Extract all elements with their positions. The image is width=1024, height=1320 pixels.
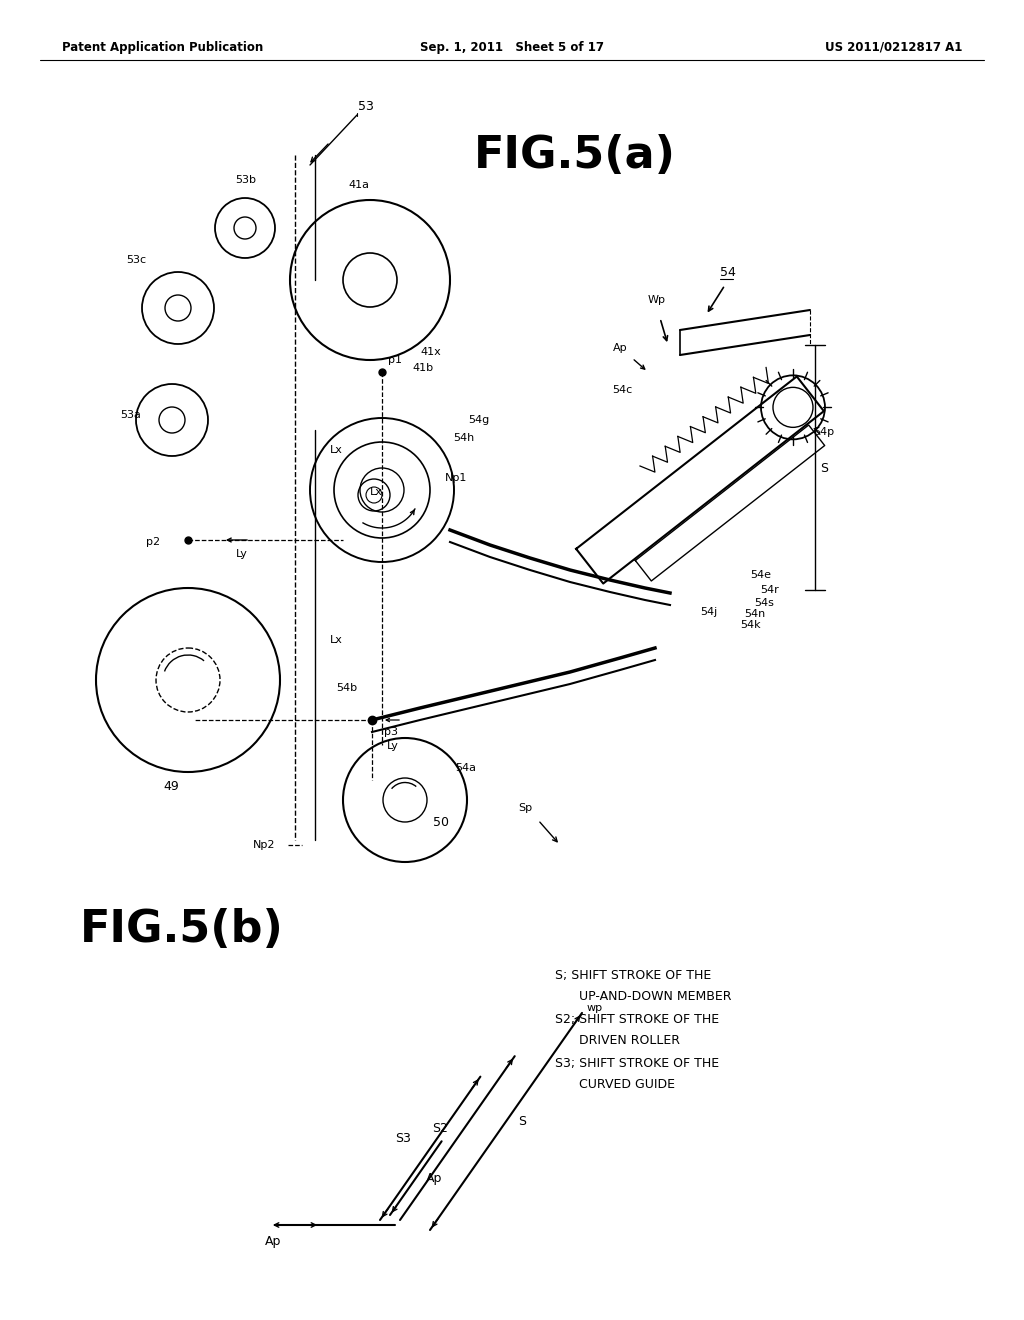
Text: Wp: Wp — [648, 294, 666, 305]
Text: Ap: Ap — [265, 1236, 282, 1249]
Text: 54j: 54j — [700, 607, 717, 616]
Text: 54k: 54k — [740, 620, 761, 630]
Text: CURVED GUIDE: CURVED GUIDE — [555, 1078, 675, 1092]
Text: 53b: 53b — [234, 176, 256, 185]
Text: 54a: 54a — [455, 763, 476, 774]
Text: S; SHIFT STROKE OF THE: S; SHIFT STROKE OF THE — [555, 969, 712, 982]
Text: Ly: Ly — [236, 549, 248, 558]
Text: 53c: 53c — [126, 255, 146, 265]
Text: FIG.5(a): FIG.5(a) — [474, 133, 676, 177]
Text: 50: 50 — [433, 816, 449, 829]
Text: S2; SHIFT STROKE OF THE: S2; SHIFT STROKE OF THE — [555, 1012, 719, 1026]
Text: US 2011/0212817 A1: US 2011/0212817 A1 — [824, 41, 962, 54]
Text: S: S — [518, 1115, 526, 1129]
Text: Ly: Ly — [387, 741, 399, 751]
Text: 49: 49 — [163, 780, 179, 792]
Text: 54b: 54b — [336, 682, 357, 693]
Text: Sep. 1, 2011   Sheet 5 of 17: Sep. 1, 2011 Sheet 5 of 17 — [420, 41, 604, 54]
Text: 54g: 54g — [468, 414, 489, 425]
Text: Patent Application Publication: Patent Application Publication — [62, 41, 263, 54]
Text: UP-AND-DOWN MEMBER: UP-AND-DOWN MEMBER — [555, 990, 731, 1003]
Text: Lx: Lx — [370, 487, 383, 498]
Text: 54s: 54s — [754, 598, 774, 609]
Text: FIG.5(b): FIG.5(b) — [80, 908, 284, 952]
Text: 54: 54 — [720, 265, 736, 279]
Text: S2: S2 — [432, 1122, 449, 1135]
Text: 54p: 54p — [813, 428, 835, 437]
Text: 54n: 54n — [744, 609, 765, 619]
Text: 53a: 53a — [120, 411, 141, 420]
Text: p1: p1 — [388, 355, 402, 366]
Text: 41b: 41b — [412, 363, 433, 374]
Text: S3; SHIFT STROKE OF THE: S3; SHIFT STROKE OF THE — [555, 1056, 719, 1069]
Text: 54e: 54e — [750, 570, 771, 579]
Text: S3: S3 — [395, 1131, 411, 1144]
Text: 54r: 54r — [760, 585, 778, 595]
Text: Sp: Sp — [518, 803, 532, 813]
Text: Ap: Ap — [426, 1172, 442, 1184]
Text: p2: p2 — [146, 537, 160, 546]
Text: p3: p3 — [384, 727, 398, 737]
Text: 54h: 54h — [453, 433, 474, 444]
Text: Np1: Np1 — [445, 473, 467, 483]
Text: Np2: Np2 — [253, 840, 275, 850]
Text: 54c: 54c — [612, 385, 632, 395]
Text: Ap: Ap — [613, 343, 628, 352]
Text: 53: 53 — [358, 100, 374, 114]
Text: Lx: Lx — [330, 445, 343, 455]
Text: 41a: 41a — [348, 180, 369, 190]
Text: DRIVEN ROLLER: DRIVEN ROLLER — [555, 1035, 680, 1048]
Text: wp: wp — [587, 1003, 603, 1012]
Text: S: S — [820, 462, 828, 474]
Text: Lx: Lx — [330, 635, 343, 645]
Text: 41x: 41x — [420, 347, 440, 356]
